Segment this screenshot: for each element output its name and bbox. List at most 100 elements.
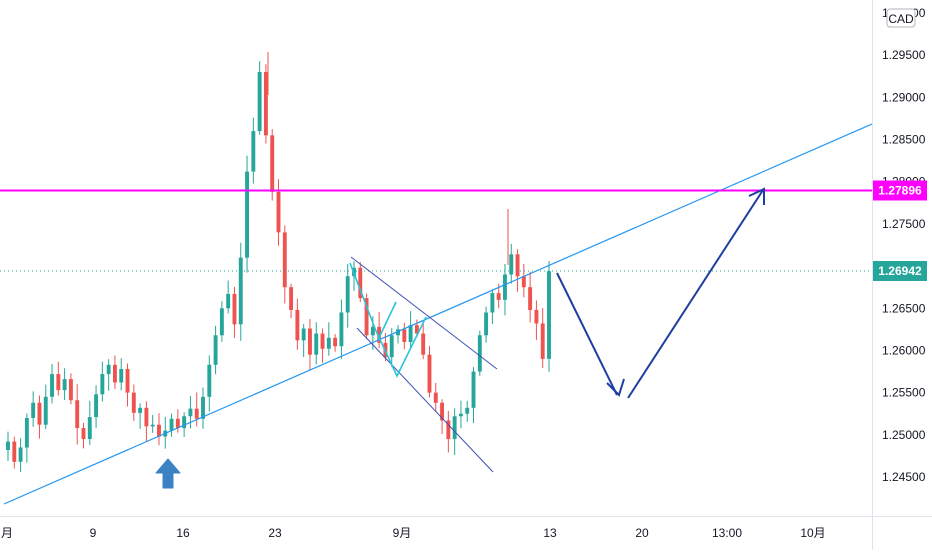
- candle-body: [389, 335, 394, 358]
- candle-body: [257, 72, 262, 132]
- candle-body: [490, 293, 495, 313]
- level-price-badge-text: 1.27896: [878, 184, 922, 198]
- candle-body: [251, 131, 256, 172]
- candle-body: [112, 364, 117, 383]
- y-tick-label: 1.28500: [882, 133, 926, 147]
- x-tick-label: 23: [268, 526, 282, 540]
- x-tick-label: 9: [90, 526, 97, 540]
- candle-body: [484, 312, 489, 336]
- candle-body: [50, 374, 54, 397]
- candle-body: [534, 309, 539, 324]
- candle-body: [245, 171, 249, 258]
- candle-body: [119, 369, 124, 383]
- candle-body: [446, 420, 451, 440]
- currency-label: CAD: [888, 12, 914, 26]
- y-tick-label: 1.25500: [882, 386, 926, 400]
- projection-down-arrowhead: [606, 378, 625, 397]
- candle-body: [503, 274, 507, 300]
- candle-body: [125, 369, 130, 393]
- candle-body: [219, 308, 224, 336]
- channel-upper-line: [350, 256, 498, 370]
- candle-body: [465, 407, 470, 414]
- candle-body: [150, 424, 155, 427]
- candle-body: [408, 325, 413, 343]
- candle-body: [68, 379, 73, 401]
- x-tick-label: 10月: [800, 526, 825, 540]
- candle-body: [320, 333, 325, 349]
- candle-body: [358, 267, 363, 299]
- candle-body: [301, 328, 306, 341]
- candle-body: [540, 323, 545, 359]
- candle-body: [188, 408, 193, 417]
- candle-body: [515, 254, 520, 277]
- candle-body: [131, 392, 136, 413]
- candle-body: [81, 428, 86, 440]
- candle-body: [201, 396, 205, 419]
- level-price-badge-bg: [873, 180, 927, 201]
- candle-body: [276, 191, 281, 233]
- candle-body: [6, 441, 10, 451]
- candle-body: [94, 394, 99, 418]
- x-tick-label: 16: [176, 526, 190, 540]
- candle-body: [100, 374, 105, 395]
- candle-body: [18, 447, 23, 462]
- candle-body: [263, 72, 268, 136]
- x-tick-label: 20: [635, 526, 649, 540]
- currency-badge[interactable]: CAD: [886, 8, 916, 28]
- channel-lower-line: [356, 327, 494, 473]
- y-tick-label: 1.29500: [882, 48, 926, 62]
- candle-body: [295, 309, 300, 341]
- y-tick-label: 1.29000: [882, 90, 926, 104]
- candle-body: [427, 354, 432, 393]
- y-tick-label: 1.27500: [882, 217, 926, 231]
- current-price-badge-text: 1.26942: [878, 264, 922, 278]
- candle-body: [87, 417, 92, 440]
- candle-body: [169, 418, 174, 431]
- candle-body: [421, 333, 426, 355]
- projection-down-line: [556, 272, 618, 396]
- candle-body: [37, 402, 42, 425]
- candle-body: [24, 417, 29, 448]
- candle-body: [43, 396, 48, 425]
- candle-body: [213, 335, 218, 365]
- candle-body: [433, 392, 438, 403]
- candle-body: [12, 441, 17, 462]
- y-tick-label: 1.26000: [882, 343, 926, 357]
- candle-body: [138, 407, 143, 413]
- candle-body: [314, 333, 319, 355]
- candle-body: [496, 293, 501, 300]
- candle-body: [238, 257, 243, 325]
- candle-body: [370, 326, 375, 336]
- candle-body: [377, 326, 382, 343]
- candle-body: [75, 400, 80, 429]
- candle-body: [106, 364, 111, 375]
- candle-body: [226, 293, 231, 309]
- candle-body: [333, 337, 338, 347]
- candle-body: [547, 271, 551, 359]
- bold-up-arrow-icon: [155, 458, 181, 489]
- candle-body: [157, 424, 161, 437]
- candle-body: [440, 402, 445, 421]
- projection-up-line: [627, 189, 764, 399]
- candle-body: [326, 337, 331, 349]
- candle-body: [308, 328, 312, 355]
- candle-body: [182, 416, 187, 429]
- zigzag-pattern: [377, 301, 397, 341]
- candle-body: [144, 407, 149, 427]
- candle-body: [282, 232, 287, 288]
- candle-body: [207, 364, 212, 397]
- candle-body: [62, 379, 67, 391]
- candle-body: [31, 402, 36, 418]
- candle-body: [194, 408, 199, 419]
- ascending-trendline: [3, 123, 873, 505]
- candle-body: [364, 298, 369, 336]
- y-tick-label: 1.25000: [882, 428, 926, 442]
- current-price-badge-bg: [873, 260, 927, 281]
- candle-body: [289, 287, 294, 310]
- candle-body: [458, 413, 463, 417]
- candle-body: [396, 329, 400, 336]
- candle-body: [521, 276, 526, 288]
